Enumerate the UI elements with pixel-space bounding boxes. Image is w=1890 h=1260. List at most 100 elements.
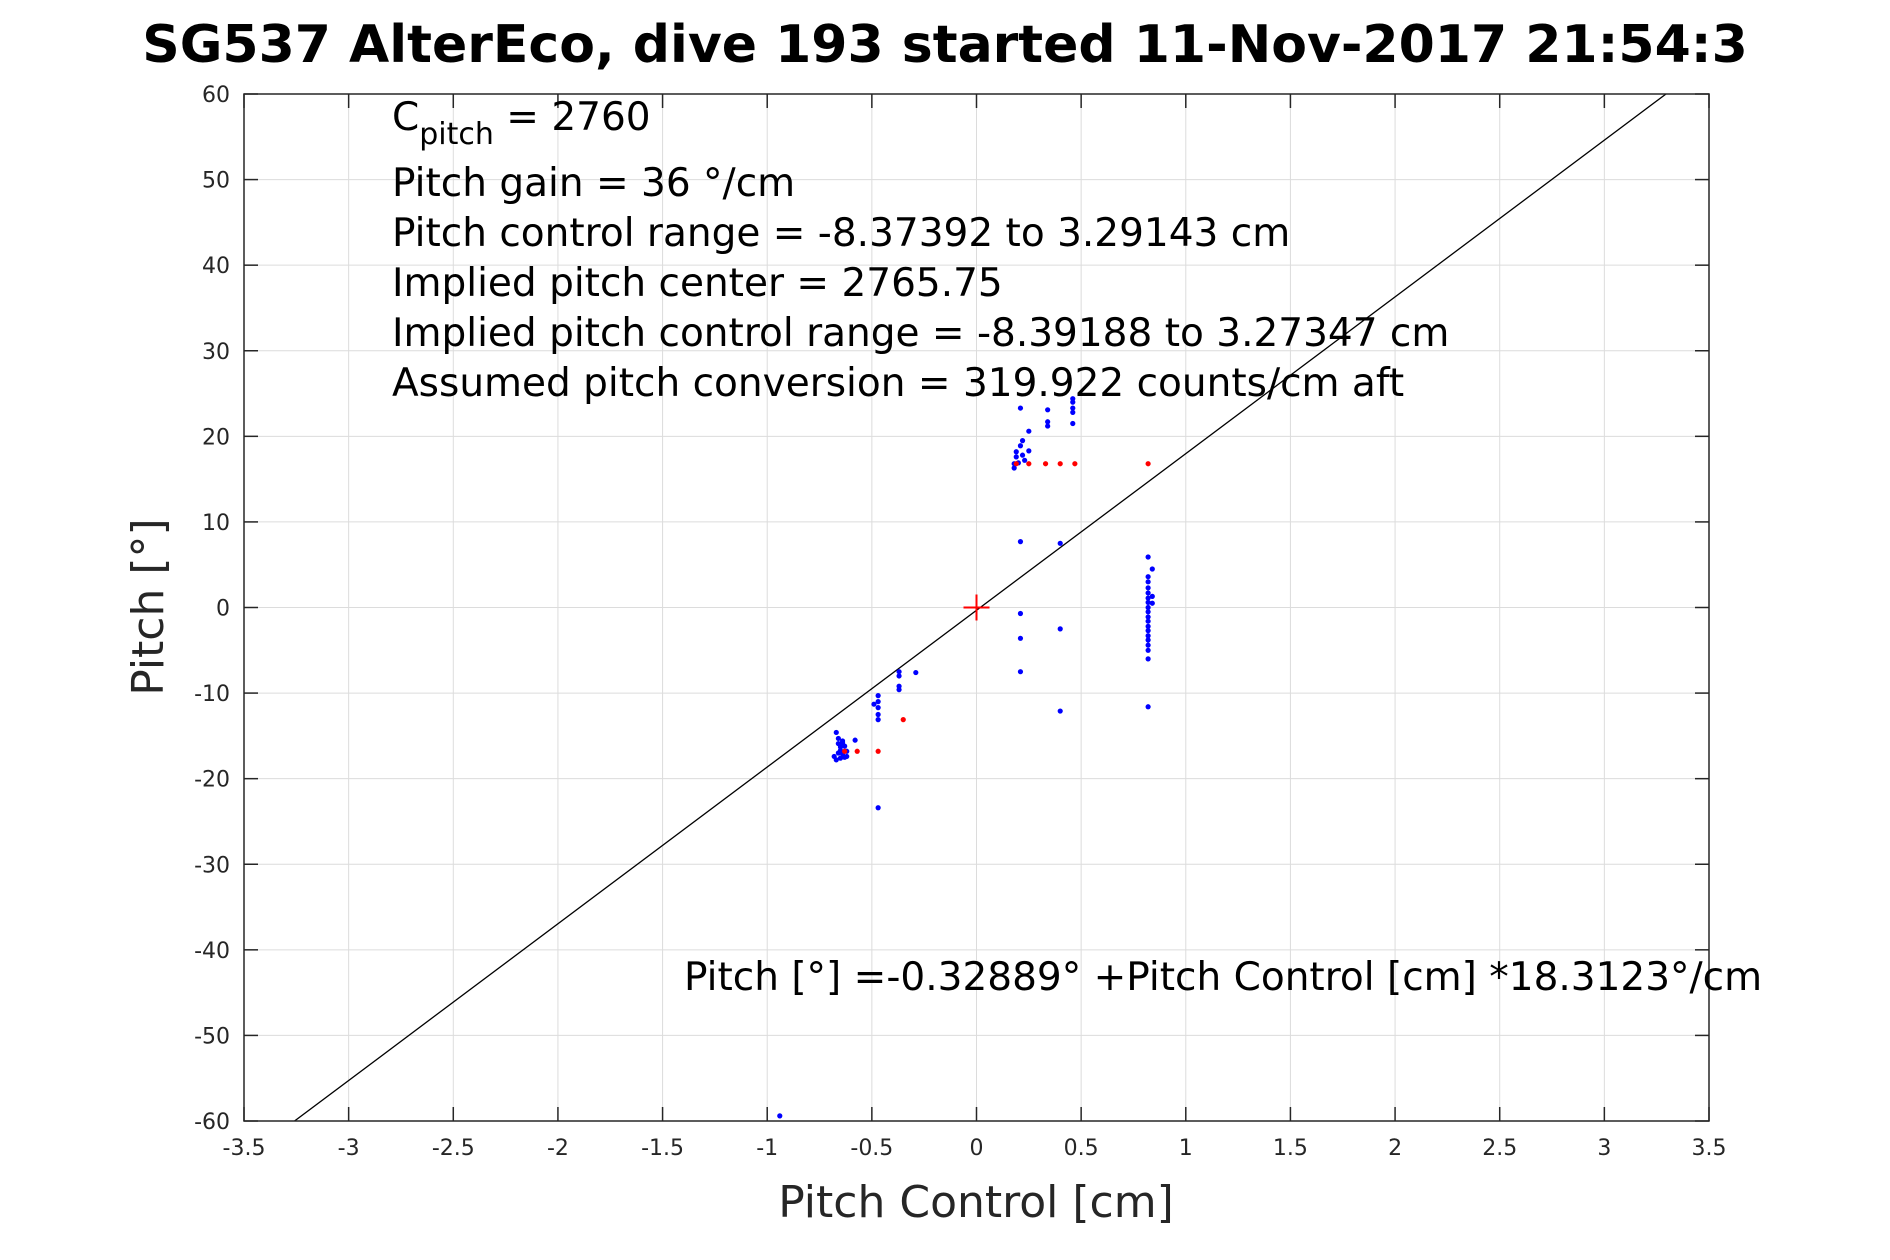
data-point	[1042, 461, 1049, 467]
y-tick-label: 60	[202, 83, 230, 108]
data-point	[1017, 405, 1024, 411]
x-axis-label: Pitch Control [cm]	[778, 1177, 1174, 1228]
data-point	[1057, 540, 1063, 546]
data-point	[833, 729, 839, 736]
data-point	[1026, 448, 1032, 454]
annotation-c-pitch-main: C	[392, 95, 419, 140]
data-point	[1045, 423, 1051, 429]
data-point	[1145, 604, 1151, 611]
annotation-fit-equation: Pitch [°] =-0.32889° +Pitch Control [cm]…	[684, 955, 1762, 1000]
y-tick-label: 50	[202, 169, 230, 194]
data-point	[1070, 409, 1076, 415]
data-point	[900, 717, 906, 723]
data-point	[1145, 647, 1151, 653]
y-tick-label: -50	[194, 1024, 230, 1049]
data-point	[1145, 628, 1151, 634]
data-point	[1026, 428, 1032, 434]
x-tick-label: -3	[338, 1136, 360, 1161]
y-tick-label: -20	[194, 768, 230, 793]
data-point	[1013, 449, 1019, 455]
data-point	[835, 750, 841, 756]
x-tick-label: 1.5	[1273, 1136, 1308, 1161]
x-tick-label: -3.5	[223, 1136, 266, 1161]
data-point	[1019, 452, 1026, 458]
data-point	[1145, 704, 1151, 710]
data-point	[1145, 633, 1151, 639]
data-point	[1072, 461, 1078, 467]
annotation-c-pitch: Cpitch = 2760	[392, 95, 651, 152]
y-tick-label: -60	[194, 1110, 230, 1135]
x-tick-label: 2.5	[1482, 1136, 1517, 1161]
data-point	[1145, 554, 1151, 560]
data-point	[875, 748, 881, 754]
data-point	[1145, 656, 1151, 662]
data-point	[1070, 420, 1076, 427]
data-point	[1057, 461, 1063, 467]
data-point	[1022, 457, 1028, 463]
data-point	[875, 705, 881, 711]
annotation-c-pitch-sub: pitch	[419, 117, 494, 152]
y-axis-label: Pitch [°]	[123, 518, 174, 695]
center-marker	[963, 594, 990, 621]
series-0	[777, 396, 1155, 1119]
x-tick-label: -1.5	[641, 1136, 684, 1161]
x-tick-label: 0.5	[1064, 1136, 1099, 1161]
annotation-assumed-pitch-conversion: Assumed pitch conversion = 319.922 count…	[392, 361, 1404, 406]
data-point	[1145, 461, 1151, 467]
chart-title: SG537 AlterEco, dive 193 started 11-Nov-…	[142, 15, 1748, 75]
data-point	[1057, 708, 1063, 714]
data-point	[1019, 438, 1026, 444]
x-tick-label: -2	[547, 1136, 569, 1161]
data-point	[875, 711, 881, 718]
data-point	[1145, 590, 1151, 596]
y-tick-labels: -60 -50 -40 -30 -20 -10 0 10 20 30 40 50 60	[194, 83, 230, 1135]
series-layer	[777, 396, 1155, 1119]
data-point	[871, 701, 877, 707]
data-point	[1070, 396, 1076, 402]
data-point	[1017, 610, 1024, 617]
data-point	[844, 753, 850, 760]
x-tick-label: 3	[1597, 1136, 1611, 1161]
data-point	[1145, 599, 1151, 605]
data-point	[1017, 635, 1024, 641]
data-point	[1013, 461, 1019, 467]
data-point	[1149, 566, 1155, 572]
y-tick-label: 40	[202, 254, 230, 279]
data-point	[1045, 419, 1051, 425]
data-point	[1145, 618, 1151, 624]
tick-marks	[243, 93, 1710, 1122]
data-point	[1145, 574, 1151, 580]
x-tick-label: -1	[756, 1136, 778, 1161]
data-point	[1013, 454, 1019, 460]
data-point	[1145, 595, 1151, 601]
data-point	[842, 748, 848, 754]
data-point	[1145, 609, 1151, 615]
data-point	[842, 743, 848, 749]
data-point	[1145, 614, 1151, 620]
y-tick-label: 0	[216, 597, 230, 622]
data-point	[1017, 443, 1024, 449]
data-point	[1145, 623, 1151, 629]
data-point	[777, 1113, 783, 1119]
data-point	[896, 687, 902, 693]
series-1	[842, 461, 1151, 754]
annotation-pitch-gain: Pitch gain = 36 °/cm	[392, 161, 795, 206]
data-point	[875, 693, 881, 699]
data-point	[854, 748, 860, 754]
data-point	[875, 805, 881, 811]
annotation-c-pitch-value: = 2760	[494, 95, 651, 140]
y-tick-label: 30	[202, 340, 230, 365]
data-point	[1145, 637, 1151, 643]
x-tick-label: 1	[1179, 1136, 1193, 1161]
data-point	[875, 717, 881, 723]
x-tick-labels: -3.5 -3 -2.5 -2 -1.5 -1 -0.5 0 0.5 1 1.5 2 2.5 3 3.5	[223, 1136, 1727, 1161]
data-point	[875, 699, 881, 705]
data-point	[835, 735, 841, 742]
data-point	[1149, 600, 1155, 606]
y-tick-label: -30	[194, 853, 230, 878]
y-tick-label: 10	[202, 511, 230, 536]
data-point	[1017, 669, 1024, 675]
x-tick-label: 0	[970, 1136, 984, 1161]
